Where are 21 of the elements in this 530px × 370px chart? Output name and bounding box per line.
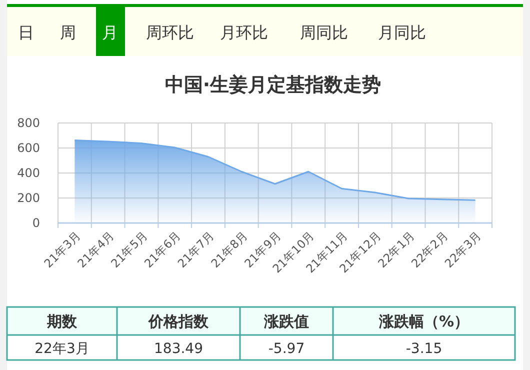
y-tick-label: 600 xyxy=(17,141,40,156)
text: 22年3月 xyxy=(34,340,90,357)
text: 月同比 xyxy=(378,23,426,42)
text: 价格指数 xyxy=(148,312,210,330)
text: 月环比 xyxy=(220,23,268,42)
text: -5.97 xyxy=(268,340,305,357)
text: 月 xyxy=(102,23,118,42)
y-tick-label: 0 xyxy=(32,216,40,230)
text: 日 xyxy=(18,23,34,42)
text: 周同比 xyxy=(300,23,348,42)
text: -3.15 xyxy=(406,340,442,357)
text: 周 xyxy=(60,23,76,42)
chart-title: 中国·生姜月定基指数走势 xyxy=(164,74,382,96)
y-tick-label: 400 xyxy=(17,166,40,180)
y-tick-label: 800 xyxy=(17,116,40,130)
text: 周环比 xyxy=(146,23,194,42)
text: 期数 xyxy=(46,312,78,330)
text: 涨跌幅（%） xyxy=(378,312,470,330)
text: 涨跌值 xyxy=(263,312,309,330)
y-tick-label: 200 xyxy=(17,191,40,206)
text: 183.49 xyxy=(154,340,203,357)
